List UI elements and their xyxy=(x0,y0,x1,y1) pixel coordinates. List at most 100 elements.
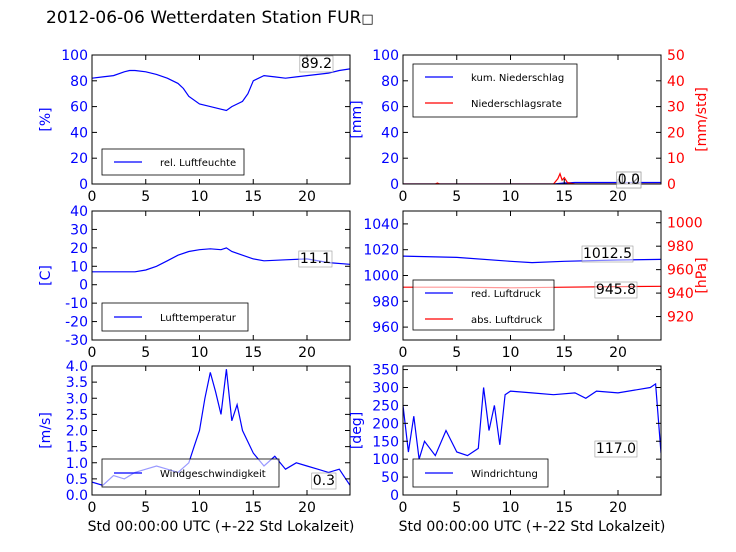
value-annotation: 11.1 xyxy=(300,251,331,267)
value-annotation: 1012.5 xyxy=(583,246,632,262)
plot-frame xyxy=(91,210,351,341)
value-annotation: 0.0 xyxy=(618,172,640,188)
x-tick-label: 15 xyxy=(555,500,573,516)
y-tick-label: 1000 xyxy=(363,269,399,285)
y-tick-label: 0 xyxy=(390,177,399,193)
value-annotation-box xyxy=(616,171,642,189)
legend-label: rel. Luftfeuchte xyxy=(160,158,236,169)
y2-tick-label: 10 xyxy=(667,151,685,167)
y-axis-label: [C] xyxy=(38,265,54,286)
y2-tick-label: 920 xyxy=(667,310,694,326)
y2-tick-label: 940 xyxy=(667,286,694,302)
legend-label: Lufttemperatur xyxy=(160,313,237,324)
y-tick-label: 100 xyxy=(61,48,88,64)
y-tick-label: 980 xyxy=(372,294,399,310)
x-tick-label: 20 xyxy=(609,189,627,205)
y-tick-label: 80 xyxy=(70,74,88,90)
x-tick-label: 0 xyxy=(399,189,408,205)
x-tick-label: 10 xyxy=(502,189,520,205)
y-tick-label: 300 xyxy=(372,381,399,397)
y-tick-label: 40 xyxy=(381,125,399,141)
y-tick-label: 0 xyxy=(79,177,88,193)
value-annotation: 945.8 xyxy=(596,282,636,298)
y-tick-label: 1.5 xyxy=(66,440,88,456)
x-axis-label: Std 00:00:00 UTC (+-22 Std Lokalzeit) xyxy=(399,519,666,535)
x-tick-label: 20 xyxy=(609,345,627,361)
y-tick-label: 350 xyxy=(372,363,399,379)
y2-tick-label: 960 xyxy=(667,263,694,279)
panel-pressure: 0 5 10 15 20 960 980 1000 1020 1040 920 940 960 980 10… xyxy=(363,210,710,361)
y-axis-label: [deg] xyxy=(349,412,365,449)
y-tick-label: 1040 xyxy=(363,217,399,233)
y-axis-label: [%] xyxy=(38,107,54,131)
series-line-precipitation-1 xyxy=(403,172,661,184)
y-tick-label: -20 xyxy=(65,315,88,331)
y2-tick-label: 30 xyxy=(667,100,685,116)
x-tick-label: 10 xyxy=(191,500,209,516)
y-tick-label: -30 xyxy=(65,333,88,349)
x-tick-label: 10 xyxy=(502,500,520,516)
y-tick-label: 80 xyxy=(381,74,399,90)
x-tick-label: 20 xyxy=(298,345,316,361)
x-tick-label: 0 xyxy=(88,500,97,516)
x-tick-label: 5 xyxy=(452,500,461,516)
y2-tick-label: 20 xyxy=(667,125,685,141)
y2-tick-label: 40 xyxy=(667,74,685,90)
value-annotation: 117.0 xyxy=(596,441,636,457)
x-tick-label: 0 xyxy=(88,345,97,361)
y-tick-label: 10 xyxy=(70,259,88,275)
y-tick-label: 40 xyxy=(70,204,88,220)
y-tick-label: 20 xyxy=(381,151,399,167)
x-tick-label: 20 xyxy=(609,500,627,516)
x-tick-label: 15 xyxy=(244,345,262,361)
y-tick-label: 20 xyxy=(70,241,88,257)
value-annotation-box xyxy=(581,245,634,263)
y-tick-label: 0.0 xyxy=(66,488,88,504)
legend-box xyxy=(412,279,555,331)
panel-temperature: 0 5 10 15 20 -30 -20 -10 0 10 20 30 40 [C] Lufttempera… xyxy=(38,204,351,361)
y-tick-label: -10 xyxy=(65,296,88,312)
y-tick-label: 30 xyxy=(70,222,88,238)
series-line-precipitation-0 xyxy=(403,181,661,184)
value-annotation-box xyxy=(299,55,334,73)
panel-humidity: 0 5 10 15 20 0 20 40 60 80 100 [%] rel. Luftfeuchte 8… xyxy=(38,48,351,205)
x-tick-label: 5 xyxy=(452,345,461,361)
y-tick-label: 4.0 xyxy=(66,359,88,375)
y-tick-label: 20 xyxy=(70,151,88,167)
panel-precipitation: 0 5 10 15 20 0 20 40 60 80 100 0 10 20 30 40 50 [mm] [mm/s… xyxy=(349,48,710,205)
x-tick-label: 0 xyxy=(399,345,408,361)
x-tick-label: 10 xyxy=(502,345,520,361)
y-tick-label: 1020 xyxy=(363,243,399,259)
y2-tick-label: 980 xyxy=(667,239,694,255)
x-tick-label: 5 xyxy=(452,189,461,205)
legend-label: abs. Luftdruck xyxy=(471,315,542,326)
x-tick-label: 5 xyxy=(141,500,150,516)
x-tick-label: 15 xyxy=(555,345,573,361)
legend-label: Niederschlagsrate xyxy=(471,99,562,110)
x-tick-label: 15 xyxy=(244,189,262,205)
x-tick-label: 0 xyxy=(88,189,97,205)
y-tick-label: 250 xyxy=(372,398,399,414)
value-annotation-box xyxy=(298,250,333,268)
x-tick-label: 0 xyxy=(399,500,408,516)
y-tick-label: 50 xyxy=(381,470,399,486)
y-tick-label: 150 xyxy=(372,434,399,450)
y-tick-label: 0 xyxy=(390,488,399,504)
plot-frame xyxy=(402,365,662,496)
value-annotation-box xyxy=(311,472,337,490)
y-tick-label: 100 xyxy=(372,48,399,64)
page-title: 2012-06-06 Wetterdaten Station FUR□ xyxy=(46,8,374,28)
y-tick-label: 60 xyxy=(70,100,88,116)
x-tick-label: 15 xyxy=(244,500,262,516)
y2-axis-label: [hPa] xyxy=(694,257,710,293)
y2-tick-label: 0 xyxy=(667,177,676,193)
series-line-humidity-0 xyxy=(92,68,350,112)
y-tick-label: 60 xyxy=(381,100,399,116)
y-tick-label: 3.0 xyxy=(66,391,88,407)
y-axis-label: [m/s] xyxy=(38,412,54,449)
x-tick-label: 5 xyxy=(141,345,150,361)
plot-frame xyxy=(402,54,662,185)
plot-frame xyxy=(91,54,351,185)
y-tick-label: 0 xyxy=(79,278,88,294)
